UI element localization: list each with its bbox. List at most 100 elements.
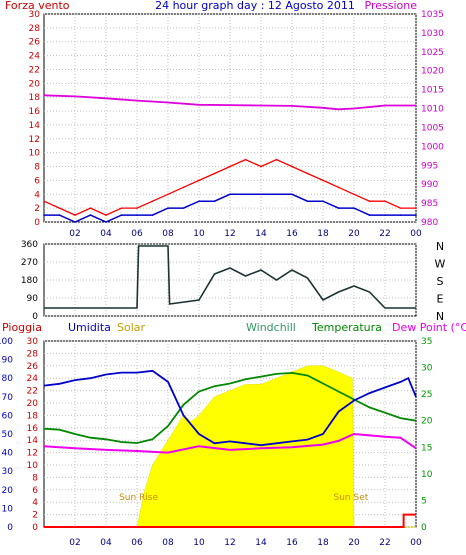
y-right-tick-label: 1030 — [421, 29, 444, 39]
y-right-tick-label: 1025 — [421, 48, 444, 58]
rain-tick-label: 6 — [32, 486, 38, 496]
y-right-tick-label: 1015 — [421, 86, 444, 96]
x-tick-label: 04 — [100, 538, 112, 548]
windchill-legend: Windchill — [246, 321, 296, 334]
y-left-tick-label: 0 — [34, 218, 40, 228]
rain-tick-label: 30 — [27, 337, 39, 347]
compass-label: S — [437, 275, 444, 288]
wind-gust-point — [415, 207, 417, 209]
rain-tick-label: 14 — [27, 436, 39, 446]
wind-speed-point — [74, 221, 76, 223]
wind-speed-point — [105, 221, 107, 223]
y-tick-label: 360 — [21, 240, 38, 250]
wind-gust-point — [275, 158, 278, 161]
temp-tick-label: 15 — [421, 443, 432, 453]
wind-speed-point — [337, 207, 340, 209]
y-left-tick-label: 10 — [29, 149, 41, 159]
y-left-tick-label: 8 — [34, 163, 40, 173]
wind-speed-point — [306, 200, 309, 202]
humidity-tick-label: 10 — [2, 504, 14, 514]
wind-speed-point — [89, 214, 92, 216]
wind-gust-point — [89, 207, 92, 209]
wind-gust-point — [74, 214, 76, 216]
humidity-tick-label: 100 — [0, 337, 13, 347]
x-tick-label: 18 — [317, 229, 329, 239]
wind-gust-point — [399, 207, 402, 209]
wind-speed-point — [136, 214, 138, 216]
wind-speed-point — [151, 214, 154, 216]
y-right-tick-label: 1005 — [421, 123, 444, 133]
sunset-label: Sun Set — [334, 493, 369, 503]
compass-label: N — [436, 310, 444, 323]
y-left-tick-label: 18 — [29, 93, 41, 103]
temp-tick-label: 0 — [421, 523, 427, 533]
humidity-tick-label: 0 — [7, 523, 13, 533]
wind-gust-point — [105, 214, 107, 216]
y-left-tick-label: 14 — [29, 121, 41, 131]
humidity-tick-label: 20 — [2, 486, 14, 496]
humidity-tick-label: 90 — [2, 356, 14, 366]
wind-gust-point — [58, 207, 61, 209]
rain-tick-label: 20 — [27, 399, 39, 409]
x-tick-label: 00 — [410, 538, 422, 548]
wind-speed-point — [213, 200, 216, 202]
x-tick-label: 06 — [131, 538, 143, 548]
rain-tick-label: 10 — [27, 461, 39, 471]
y-tick-label: 180 — [21, 276, 38, 286]
rain-tick-label: 8 — [32, 473, 38, 483]
humidity-line — [43, 369, 417, 447]
wind-pressure-panel: 0246810121416182022242628309809859909951… — [29, 10, 445, 239]
wind-speed-point — [415, 214, 417, 216]
temperature-legend: Temperatura — [311, 321, 382, 334]
x-tick-label: 16 — [286, 229, 298, 239]
humidity-tick-label: 50 — [2, 430, 14, 440]
compass-label: N — [436, 240, 444, 253]
wind-speed-point — [43, 214, 45, 216]
wind-gust-point — [167, 193, 169, 196]
x-tick-label: 18 — [317, 538, 329, 548]
pressure-line — [43, 94, 416, 111]
temp-tick-label: 35 — [421, 337, 432, 347]
rain-tick-label: 12 — [27, 449, 38, 459]
x-tick-label: 04 — [100, 229, 112, 239]
x-tick-label: 06 — [131, 229, 143, 239]
y-right-tick-label: 1035 — [421, 10, 444, 20]
y-left-tick-label: 20 — [29, 79, 41, 89]
x-tick-label: 08 — [162, 538, 174, 548]
chart-title: 24 hour graph day : 12 Agosto 2011 — [155, 0, 355, 12]
rain-tick-label: 0 — [32, 523, 38, 533]
wind-speed-point — [58, 214, 61, 216]
x-tick-label: 20 — [348, 538, 360, 548]
y-left-tick-label: 6 — [34, 176, 40, 186]
wind-gust-point — [306, 172, 309, 175]
wind-gust-point — [151, 200, 154, 202]
x-tick-label: 12 — [224, 538, 235, 548]
y-left-tick-label: 24 — [29, 52, 41, 62]
dewpoint-legend: Dew Point (°C) — [392, 321, 466, 334]
wind-direction-line — [44, 245, 416, 309]
x-tick-label: 10 — [193, 538, 205, 548]
y-left-tick-label: 12 — [29, 135, 40, 145]
temp-tick-label: 25 — [421, 390, 432, 400]
y-right-tick-label: 985 — [421, 199, 438, 209]
temp-tick-label: 10 — [421, 470, 433, 480]
x-tick-label: 16 — [286, 538, 298, 548]
y-right-tick-label: 1010 — [421, 105, 444, 115]
wind-gust-point — [260, 165, 262, 168]
wind-speed-point — [182, 207, 185, 209]
x-tick-label: 22 — [379, 229, 390, 239]
humidity-tick-label: 60 — [2, 411, 14, 421]
solar-area — [44, 365, 416, 528]
humidity-tick-label: 80 — [2, 374, 14, 384]
y-tick-label: 90 — [27, 294, 39, 304]
wind-speed-point — [384, 214, 386, 216]
x-tick-label: 10 — [193, 229, 205, 239]
y-left-tick-label: 2 — [34, 204, 40, 214]
solar-legend: Solar — [117, 321, 146, 334]
y-left-tick-label: 30 — [29, 10, 41, 20]
wind-gust-point — [229, 165, 231, 168]
wind-speed-point — [399, 214, 402, 216]
compass-label: E — [437, 293, 444, 306]
